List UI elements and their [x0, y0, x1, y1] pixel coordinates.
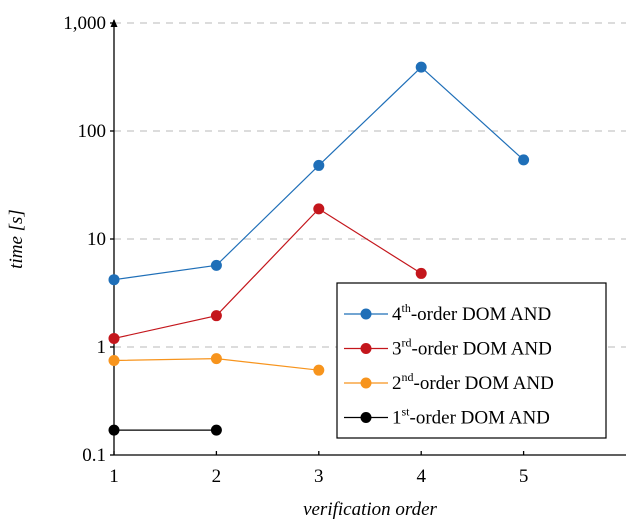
data-point	[313, 159, 325, 171]
x-axis-label: verification order	[303, 499, 437, 520]
x-tick-label: 1	[109, 466, 119, 487]
legend-label: 4th-order DOM AND	[392, 301, 551, 325]
series-lines	[108, 61, 530, 436]
data-point	[210, 310, 222, 322]
series-1	[108, 424, 222, 436]
y-tick-label: 1	[97, 337, 107, 358]
data-point	[313, 364, 325, 376]
data-point	[210, 353, 222, 365]
legend-label: 1st-order DOM AND	[392, 405, 550, 429]
y-tick-label: 0.1	[82, 445, 106, 466]
legend-item: 4th-order DOM AND	[344, 301, 551, 325]
y-tick-label: 1,000	[63, 13, 106, 34]
x-tick-label: 3	[314, 466, 324, 487]
legend-marker	[360, 343, 372, 354]
data-point	[415, 61, 427, 73]
legend: 4th-order DOM AND 3rd-order DOM AND 2nd-or…	[336, 282, 607, 439]
data-point	[108, 332, 120, 344]
y-axis-label: time [s]	[6, 209, 27, 269]
legend-marker	[360, 412, 372, 423]
data-point	[210, 424, 222, 436]
legend-item: 2nd-order DOM AND	[344, 370, 554, 394]
legend-label: 3rd-order DOM AND	[392, 336, 552, 360]
x-tick-label: 2	[212, 466, 222, 487]
data-point	[518, 154, 530, 166]
x-tick-label: 4	[416, 466, 426, 487]
data-point	[313, 203, 325, 215]
series-4	[108, 61, 530, 286]
x-tick-label: 5	[519, 466, 529, 487]
y-tick-label: 10	[87, 229, 106, 250]
y-tick-label: 100	[78, 121, 107, 142]
data-point	[108, 354, 120, 366]
legend-box	[336, 282, 607, 439]
axes	[110, 19, 626, 456]
data-point	[108, 424, 120, 436]
data-point	[415, 267, 427, 279]
data-point	[210, 259, 222, 271]
y-axis-arrow	[110, 19, 118, 27]
series-2	[108, 353, 325, 376]
legend-marker	[360, 377, 372, 389]
legend-item: 3rd-order DOM AND	[344, 336, 552, 360]
legend-item: 1st-order DOM AND	[344, 405, 550, 429]
data-point	[108, 274, 120, 286]
series-line	[113, 208, 422, 340]
legend-marker	[360, 308, 372, 320]
series-3	[108, 203, 427, 344]
legend-label: 2nd-order DOM AND	[392, 370, 554, 394]
series-line	[113, 66, 525, 281]
